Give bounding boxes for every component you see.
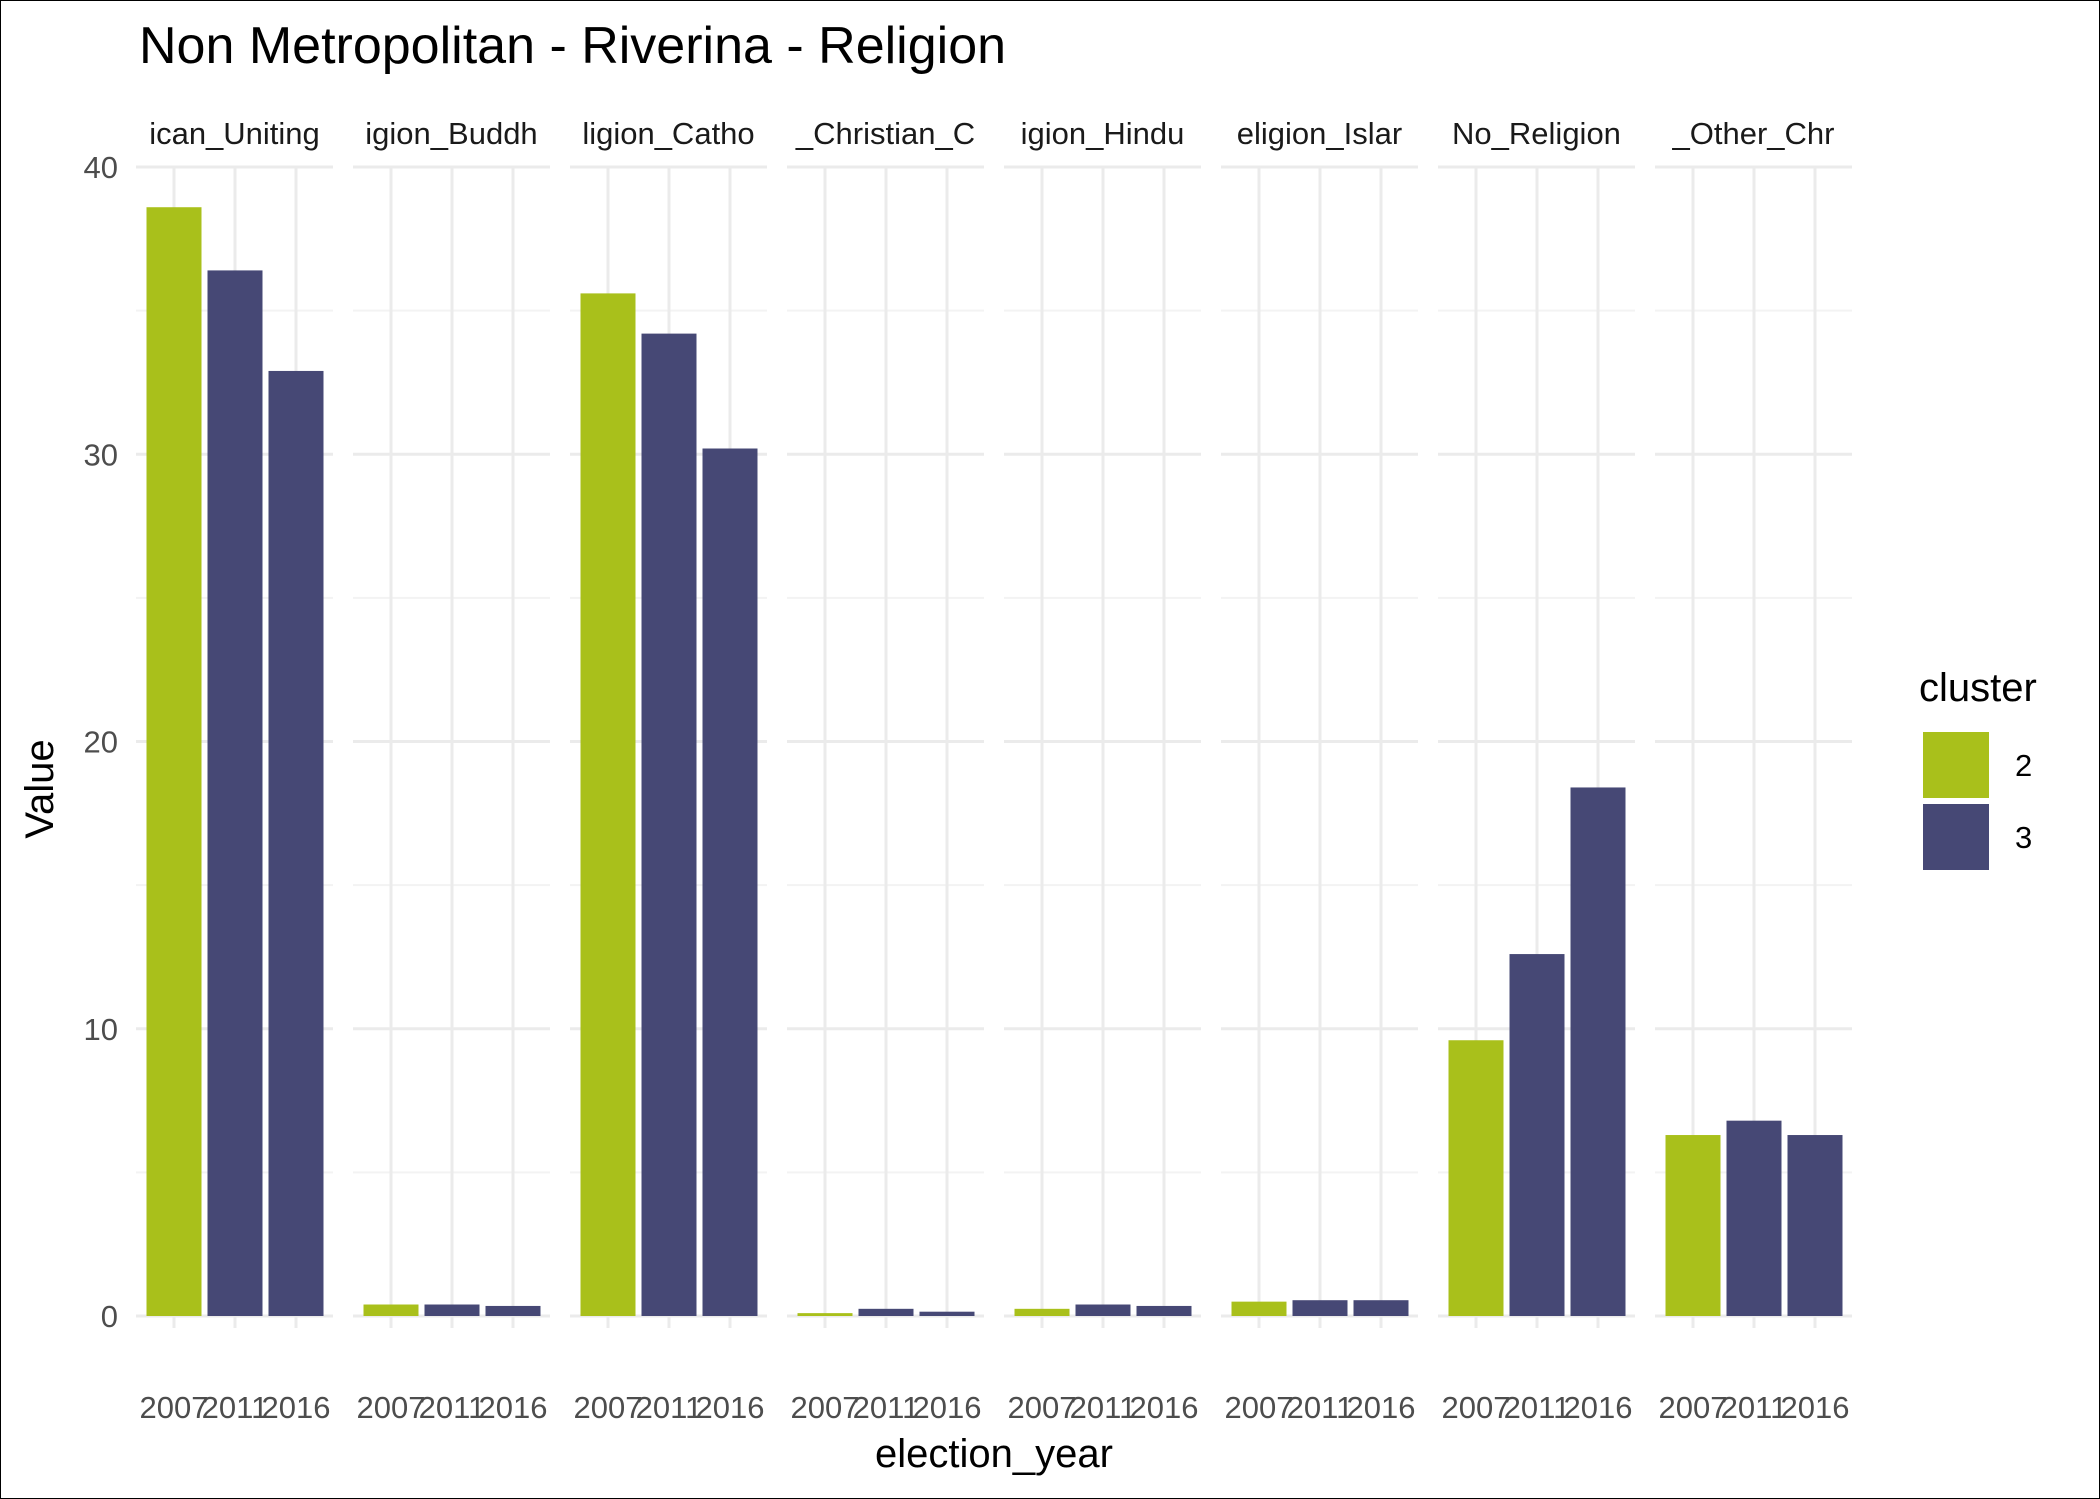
x-tick-label: 2011 <box>202 1390 269 1425</box>
x-tick-label: 2007 <box>1659 1390 1728 1425</box>
y-tick-label: 20 <box>84 725 118 760</box>
x-tick-label: 2016 <box>1130 1390 1199 1425</box>
legend-label: 2 <box>2015 748 2032 783</box>
bar <box>858 1308 914 1316</box>
facet-strip-label: _Christian_C <box>795 116 975 151</box>
bar <box>580 293 636 1316</box>
x-tick-label: 2011 <box>636 1390 703 1425</box>
x-tick-label: 2011 <box>1070 1390 1137 1425</box>
bar <box>1075 1304 1131 1316</box>
x-tick-label: 2016 <box>1564 1390 1633 1425</box>
facet-strip-label: No_Religion <box>1452 116 1621 151</box>
facet-strip-label: eligion_Islar <box>1237 116 1402 151</box>
y-tick-label: 10 <box>84 1012 118 1047</box>
facet-strip-label: ican_Uniting <box>149 116 320 151</box>
bar <box>1509 954 1565 1316</box>
bar <box>1136 1305 1192 1316</box>
x-tick-label: 2011 <box>1287 1390 1354 1425</box>
y-tick-label: 30 <box>84 437 118 472</box>
bar <box>146 207 202 1317</box>
bar <box>702 448 758 1316</box>
x-tick-label: 2016 <box>1347 1390 1416 1425</box>
x-tick-label: 2011 <box>1504 1390 1571 1425</box>
bar <box>363 1304 419 1316</box>
bar <box>919 1311 975 1316</box>
facet-strip-label: _Other_Chr <box>1672 116 1835 151</box>
x-tick-label: 2007 <box>1008 1390 1077 1425</box>
facet-strip-label: igion_Buddh <box>365 116 537 151</box>
x-tick-label: 2016 <box>262 1390 331 1425</box>
bar <box>268 370 324 1316</box>
x-tick-label: 2016 <box>1781 1390 1850 1425</box>
bar <box>485 1305 541 1316</box>
x-tick-label: 2016 <box>479 1390 548 1425</box>
x-tick-label: 2011 <box>1721 1390 1788 1425</box>
legend-swatch <box>1923 804 1989 870</box>
y-tick-label: 40 <box>84 150 118 185</box>
bar <box>1353 1300 1409 1316</box>
x-tick-label: 2016 <box>913 1390 982 1425</box>
x-tick-label: 2016 <box>696 1390 765 1425</box>
chart-title: Non Metropolitan - Riverina - Religion <box>139 17 1006 75</box>
bar <box>1292 1300 1348 1316</box>
x-axis-title: election_year <box>875 1432 1113 1476</box>
x-tick-label: 2007 <box>1225 1390 1294 1425</box>
bar <box>1448 1040 1504 1316</box>
bar <box>1665 1135 1721 1316</box>
bar <box>797 1313 853 1316</box>
facet-strip-label: igion_Hindu <box>1021 116 1185 151</box>
y-axis-ticks: 0 10 20 30 40 <box>84 150 118 1334</box>
facet-panels: 200720112016ican_Uniting200720112016igio… <box>136 116 1852 1425</box>
y-tick-label: 0 <box>101 1299 118 1334</box>
bar <box>1570 787 1626 1316</box>
y-axis-title: Value <box>18 739 62 838</box>
legend-title: cluster <box>1919 666 2037 710</box>
x-tick-label: 2007 <box>1442 1390 1511 1425</box>
bar <box>424 1304 480 1316</box>
bar <box>1726 1120 1782 1316</box>
x-tick-label: 2007 <box>357 1390 426 1425</box>
bar <box>207 270 263 1316</box>
legend-swatch <box>1923 732 1989 798</box>
bar <box>1231 1301 1287 1316</box>
facet-strip-label: ligion_Catho <box>582 116 754 151</box>
x-tick-label: 2007 <box>791 1390 860 1425</box>
x-tick-label: 2011 <box>419 1390 486 1425</box>
x-tick-label: 2011 <box>853 1390 920 1425</box>
x-tick-label: 2007 <box>574 1390 643 1425</box>
bar <box>641 333 697 1317</box>
bar <box>1014 1308 1070 1316</box>
legend-label: 3 <box>2015 820 2032 855</box>
x-tick-label: 2007 <box>140 1390 209 1425</box>
bar <box>1787 1135 1843 1316</box>
legend: cluster 2 3 <box>1919 666 2037 870</box>
